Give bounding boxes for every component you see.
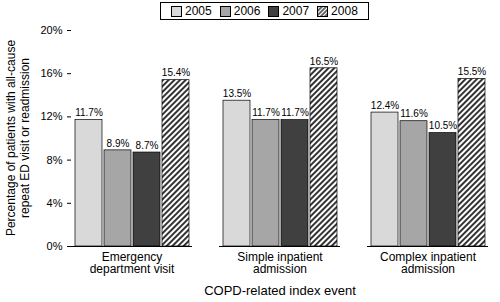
svg-text:4%: 4% — [47, 197, 63, 209]
svg-text:20%: 20% — [40, 24, 62, 36]
svg-text:16%: 16% — [40, 67, 62, 79]
svg-text:11.7%: 11.7% — [252, 107, 280, 118]
svg-text:0%: 0% — [47, 240, 63, 252]
svg-text:12.4%: 12.4% — [371, 100, 399, 111]
svg-text:16.5%: 16.5% — [310, 56, 338, 67]
svg-text:10.5%: 10.5% — [429, 120, 457, 131]
html-text:2006: 2006 — [233, 4, 261, 18]
svg-text:15.4%: 15.4% — [162, 67, 190, 78]
svg-text:11.6%: 11.6% — [400, 108, 428, 119]
html-text:2007: 2007 — [282, 4, 310, 18]
svg-text:11.7%: 11.7% — [281, 107, 309, 118]
html-text:2008: 2008 — [331, 4, 358, 18]
svg-text:15.5%: 15.5% — [458, 66, 486, 77]
svg-text:8.7%: 8.7% — [136, 140, 159, 151]
svg-text:Complex inpatientadmission: Complex inpatientadmission — [380, 250, 477, 276]
svg-text:13.5%: 13.5% — [223, 88, 251, 99]
svg-text:12%: 12% — [40, 110, 62, 122]
svg-text:Emergencydepartment visit: Emergencydepartment visit — [90, 250, 175, 276]
html-text:Percentage of patients with al: Percentage of patients with all-cause re… — [4, 39, 32, 237]
html-text:2005: 2005 — [185, 4, 212, 18]
svg-text:8%: 8% — [47, 154, 63, 166]
svg-text:8.9%: 8.9% — [107, 138, 130, 149]
svg-text:Simple inpatientadmission: Simple inpatientadmission — [237, 250, 323, 276]
svg-text:11.7%: 11.7% — [75, 107, 103, 118]
html-text:COPD-related index event: COPD-related index event — [204, 283, 356, 298]
